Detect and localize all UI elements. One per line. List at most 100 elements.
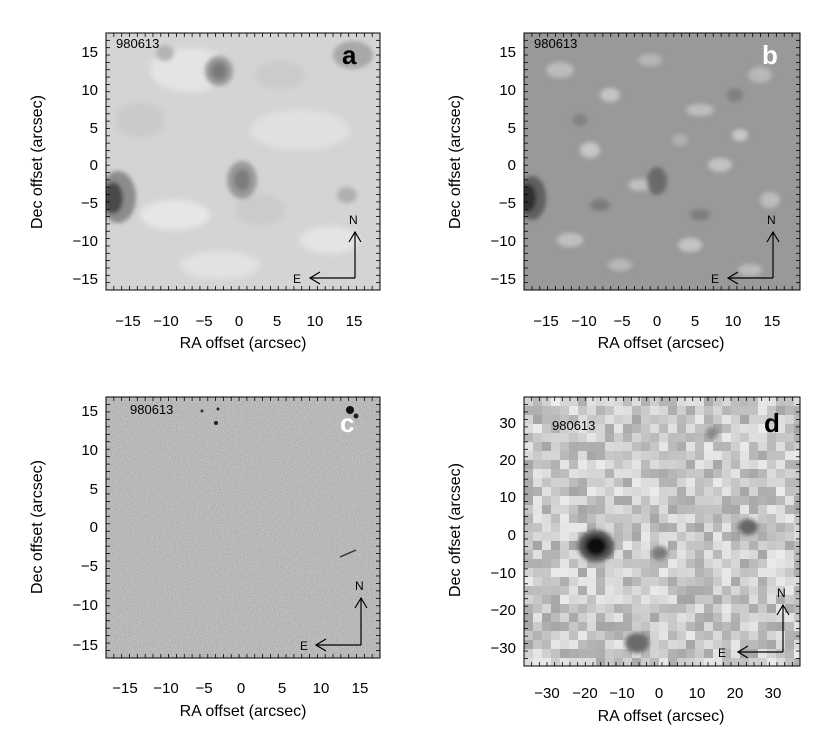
panel-a-yticks: 15 10 5 0 −5 −10 −15 — [73, 44, 98, 288]
panel-c-xticks: −15 −10 −5 0 5 10 15 — [112, 680, 368, 697]
panel-c: 980613 c N E −15 −10 −5 0 5 10 15 15 10 … — [29, 396, 381, 720]
panel-d-xlabel: RA offset (arcsec) — [598, 708, 725, 725]
panel-b-xtick: −5 — [613, 313, 630, 330]
panel-c-xtick: −5 — [195, 680, 212, 697]
panel-c-ytick: −15 — [73, 637, 98, 654]
panel-d-corner-letter: d — [764, 408, 780, 438]
panel-a-obs-label: 980613 — [116, 36, 159, 51]
panel-b-xtick: 10 — [725, 313, 742, 330]
panel-b: 980613 b N E −15 −10 −5 0 5 10 15 15 10 … — [447, 32, 801, 352]
panel-d-xtick: 20 — [727, 685, 744, 702]
panel-a-ytick: −5 — [81, 195, 98, 212]
panel-b-ytick: −10 — [491, 233, 516, 250]
panel-d-compass-north: N — [777, 586, 786, 600]
panel-c-obs-label: 980613 — [130, 402, 173, 417]
panel-a-xtick: −5 — [195, 313, 212, 330]
panel-a-ytick: 0 — [90, 157, 98, 174]
panel-c-ytick: 15 — [81, 403, 98, 420]
panel-a-xtick: 0 — [235, 313, 243, 330]
panel-b-ytick: −5 — [499, 195, 516, 212]
panel-c-frame — [105, 396, 381, 659]
panel-d-xtick: 10 — [689, 685, 706, 702]
panel-b-ylabel: Dec offset (arcsec) — [447, 95, 464, 229]
panel-d-obs-label: 980613 — [552, 418, 595, 433]
panel-c-ytick: 10 — [81, 442, 98, 459]
panel-a-xtick: 5 — [273, 313, 281, 330]
panel-c-compass-east: E — [300, 639, 308, 653]
panel-c-xtick: 10 — [313, 680, 330, 697]
frame-ticks — [523, 32, 801, 291]
source-blobs — [106, 41, 373, 223]
panel-b-ytick: 10 — [499, 82, 516, 99]
panel-d-ytick: 30 — [499, 415, 516, 432]
panel-c-xtick: −15 — [112, 680, 137, 697]
panel-a-xtick: 10 — [307, 313, 324, 330]
panel-a-xtick: 15 — [346, 313, 363, 330]
panel-d-ylabel: Dec offset (arcsec) — [447, 463, 464, 597]
panel-d-ytick: 0 — [508, 527, 516, 544]
panel-d-xticks: −30 −20 −10 0 10 20 30 — [534, 685, 781, 702]
panel-a-compass: N E — [293, 213, 362, 286]
panel-a-compass-north: N — [349, 213, 358, 227]
frame-ticks — [105, 396, 381, 659]
panel-c-image — [106, 397, 380, 658]
panel-b-xlabel: RA offset (arcsec) — [598, 335, 725, 352]
frame-ticks — [105, 32, 381, 291]
panel-d-xtick: 30 — [765, 685, 782, 702]
panel-a-xtick: −10 — [153, 313, 178, 330]
panel-b-ytick: 5 — [508, 120, 516, 137]
panel-d: 980613 d N E −30 −20 −10 0 10 20 30 30 2… — [447, 396, 801, 725]
panel-a-ytick: −15 — [73, 271, 98, 288]
panel-a-compass-east: E — [293, 272, 301, 286]
panel-c-xlabel: RA offset (arcsec) — [180, 703, 307, 720]
panel-a-ytick: 15 — [81, 44, 98, 61]
panel-c-compass: N E — [300, 579, 368, 653]
panel-b-image — [524, 33, 800, 290]
panel-d-xtick: 0 — [655, 685, 663, 702]
panel-a: 980613 a N E −15 −10 −5 0 5 10 15 15 10 … — [29, 32, 381, 352]
panel-d-yticks: 30 20 10 0 −10 −20 −30 — [491, 415, 516, 657]
panel-d-compass-east: E — [718, 646, 726, 660]
panel-c-yticks: 15 10 5 0 −5 −10 −15 — [73, 403, 98, 654]
panel-d-xtick: −20 — [572, 685, 597, 702]
panel-b-xtick: 0 — [653, 313, 661, 330]
panel-d-xtick: −10 — [609, 685, 634, 702]
panel-a-ytick: 5 — [90, 120, 98, 137]
panel-a-corner-letter: a — [342, 40, 357, 70]
panel-b-corner-letter: b — [762, 40, 778, 70]
panel-c-xtick: −10 — [153, 680, 178, 697]
panel-c-ytick: −5 — [81, 558, 98, 575]
panel-b-xtick: 5 — [691, 313, 699, 330]
source-specks — [200, 406, 359, 558]
panel-c-ytick: 0 — [90, 519, 98, 536]
panel-a-frame — [105, 32, 381, 291]
panel-b-yticks: 15 10 5 0 −5 −10 −15 — [491, 44, 516, 288]
panel-b-compass-east: E — [711, 272, 719, 286]
panel-b-xtick: 15 — [764, 313, 781, 330]
panel-b-compass: N E — [711, 213, 780, 286]
source-blobs — [578, 427, 758, 653]
panel-a-xticks: −15 −10 −5 0 5 10 15 — [115, 313, 362, 330]
panel-d-image — [524, 397, 800, 666]
panel-b-obs-label: 980613 — [534, 36, 577, 51]
panel-b-ytick: 15 — [499, 44, 516, 61]
panel-b-xtick: −10 — [571, 313, 596, 330]
panel-c-xtick: 5 — [278, 680, 286, 697]
panel-a-ytick: −10 — [73, 233, 98, 250]
panel-b-compass-north: N — [767, 213, 776, 227]
panel-d-compass: N E — [718, 586, 790, 660]
panel-b-frame — [523, 32, 801, 291]
panel-a-xtick: −15 — [115, 313, 140, 330]
panel-b-ytick: 0 — [508, 157, 516, 174]
panel-c-ytick: −10 — [73, 597, 98, 614]
frame-ticks — [523, 396, 801, 667]
panel-d-xtick: −30 — [534, 685, 559, 702]
panel-a-xlabel: RA offset (arcsec) — [180, 335, 307, 352]
panel-b-ytick: −15 — [491, 271, 516, 288]
panel-d-ytick: 10 — [499, 489, 516, 506]
panel-a-ytick: 10 — [81, 82, 98, 99]
panel-c-xtick: 15 — [352, 680, 369, 697]
panel-c-compass-north: N — [355, 579, 364, 593]
panel-d-ytick: 20 — [499, 452, 516, 469]
panel-c-xtick: 0 — [237, 680, 245, 697]
